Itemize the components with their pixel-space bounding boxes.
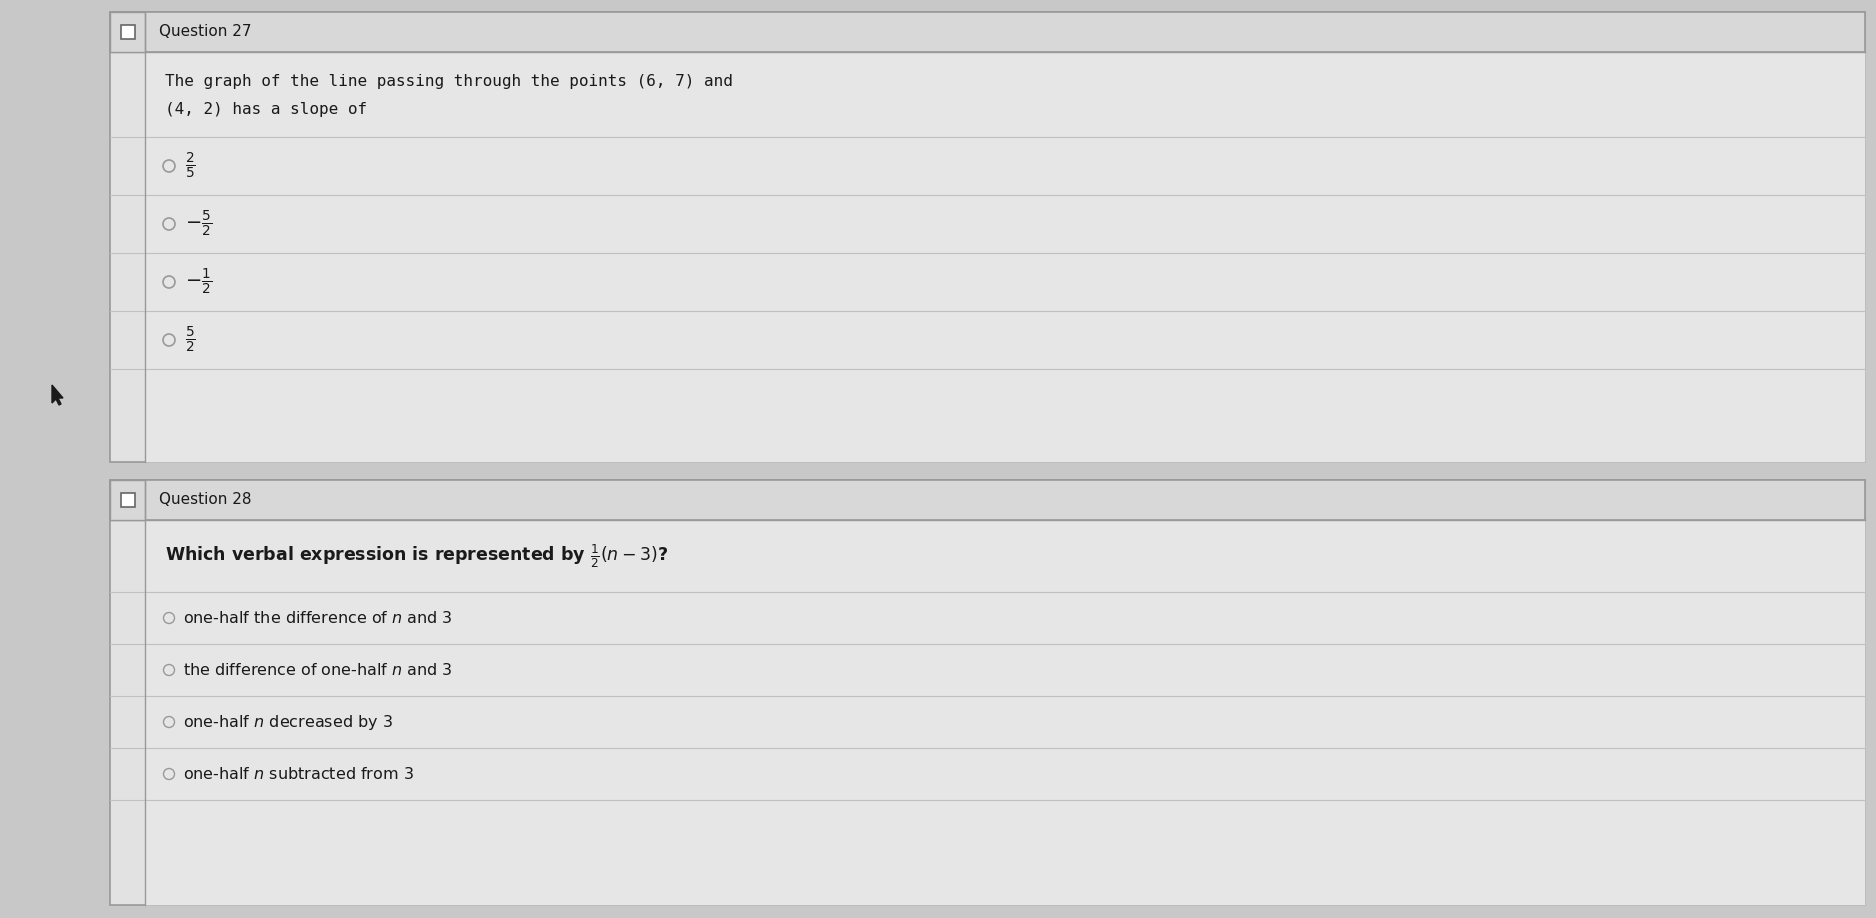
- Bar: [120, 25, 135, 39]
- Text: $\frac{5}{2}$: $\frac{5}{2}$: [186, 325, 195, 355]
- Text: Question 27: Question 27: [159, 25, 251, 39]
- FancyBboxPatch shape: [111, 12, 1865, 462]
- FancyBboxPatch shape: [111, 480, 1865, 905]
- Text: (4, 2) has a slope of: (4, 2) has a slope of: [165, 102, 368, 117]
- FancyBboxPatch shape: [111, 12, 1865, 52]
- FancyBboxPatch shape: [144, 520, 1865, 905]
- Text: one-half $n$ decreased by 3: one-half $n$ decreased by 3: [184, 712, 392, 732]
- Text: Which verbal expression is represented by $\frac{1}{2}(n - 3)$?: Which verbal expression is represented b…: [165, 542, 668, 570]
- Text: $-\frac{5}{2}$: $-\frac{5}{2}$: [186, 209, 212, 239]
- Bar: [120, 493, 135, 507]
- FancyBboxPatch shape: [144, 52, 1865, 462]
- FancyBboxPatch shape: [111, 480, 1865, 520]
- Text: $-\frac{1}{2}$: $-\frac{1}{2}$: [186, 267, 212, 297]
- Text: The graph of the line passing through the points (6, 7) and: The graph of the line passing through th…: [165, 74, 734, 89]
- Text: $\frac{2}{5}$: $\frac{2}{5}$: [186, 151, 195, 181]
- Text: one-half the difference of $n$ and 3: one-half the difference of $n$ and 3: [184, 610, 452, 626]
- Text: one-half $n$ subtracted from 3: one-half $n$ subtracted from 3: [184, 766, 415, 782]
- FancyBboxPatch shape: [111, 480, 144, 520]
- Text: Question 28: Question 28: [159, 492, 251, 508]
- Text: the difference of one-half $n$ and 3: the difference of one-half $n$ and 3: [184, 662, 452, 678]
- FancyBboxPatch shape: [111, 12, 144, 52]
- Polygon shape: [53, 385, 64, 405]
